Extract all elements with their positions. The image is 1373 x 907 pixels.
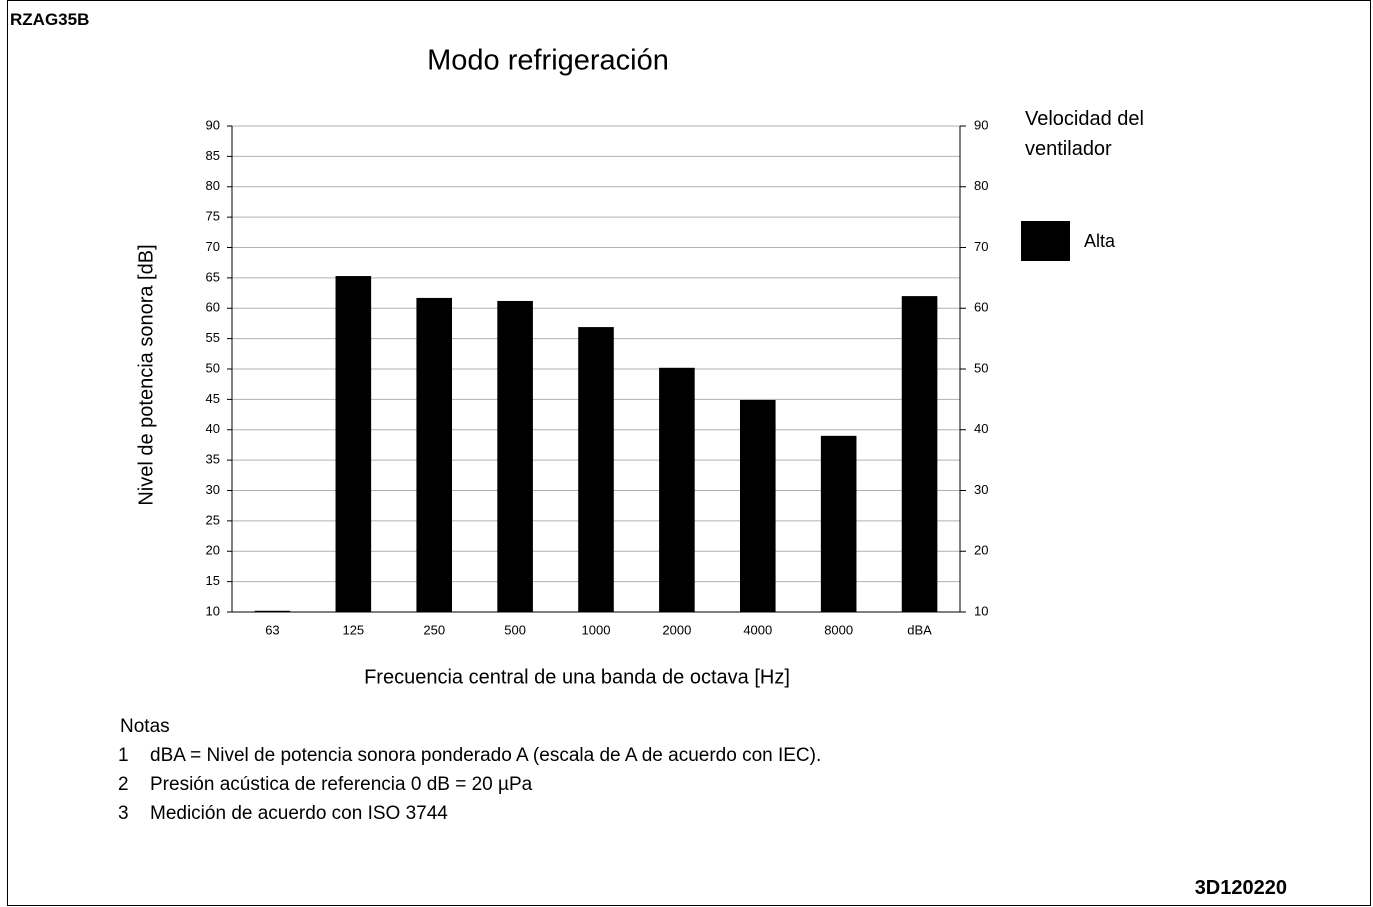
y-tick-label: 20 bbox=[206, 543, 220, 558]
y-tick-label: 65 bbox=[206, 269, 220, 284]
note-number: 1 bbox=[118, 745, 129, 766]
bar bbox=[335, 276, 372, 612]
bar bbox=[901, 296, 938, 612]
x-tick-label: 4000 bbox=[743, 622, 772, 637]
y-tick-label: 45 bbox=[206, 391, 220, 406]
note: 3 Medición de acuerdo con ISO 3744 bbox=[118, 799, 821, 828]
note-text: Medición de acuerdo con ISO 3744 bbox=[150, 803, 448, 824]
y-tick-label: 35 bbox=[206, 452, 220, 467]
y2-tick-label: 40 bbox=[974, 421, 988, 436]
document-code: 3D120220 bbox=[1194, 877, 1287, 899]
y-tick-label: 50 bbox=[206, 360, 220, 375]
y2-tick-label: 30 bbox=[974, 482, 988, 497]
y-tick-label: 80 bbox=[206, 178, 220, 193]
x-axis-title: Frecuencia central de una banda de octav… bbox=[364, 666, 790, 688]
y2-tick-label: 60 bbox=[974, 300, 988, 315]
bar bbox=[578, 327, 614, 612]
bar bbox=[739, 399, 776, 612]
x-tick-label: 8000 bbox=[824, 622, 853, 637]
x-tick-label: 250 bbox=[423, 622, 445, 637]
model-code: RZAG35B bbox=[10, 10, 90, 29]
note-text: Presión acústica de referencia 0 dB = 20… bbox=[150, 774, 533, 795]
y2-tick-label: 10 bbox=[974, 603, 988, 618]
notes: Notas 1 dBA = Nivel de potencia sonora po… bbox=[118, 712, 822, 828]
y2-tick-label: 70 bbox=[974, 239, 988, 254]
legend-label: Alta bbox=[1084, 231, 1116, 251]
y-tick-label: 15 bbox=[206, 573, 220, 588]
y-axis-title: Nivel de potencia sonora [dB] bbox=[135, 244, 157, 505]
note-text: dBA = Nivel de potencia sonora ponderado… bbox=[150, 745, 822, 766]
y-tick-label: 55 bbox=[206, 330, 220, 345]
chart-title: Modo refrigeración bbox=[427, 45, 669, 77]
y2-tick-label: 50 bbox=[974, 360, 988, 375]
y-tick-label: 75 bbox=[206, 209, 220, 224]
y-tick-label: 85 bbox=[206, 148, 220, 163]
y-tick-label: 70 bbox=[206, 239, 220, 254]
x-tick-label: 63 bbox=[265, 622, 279, 637]
bar bbox=[497, 300, 533, 612]
notes-title: Notas bbox=[120, 716, 170, 737]
note: 1 dBA = Nivel de potencia sonora ponderad… bbox=[118, 741, 822, 770]
y-tick-label: 60 bbox=[206, 300, 220, 315]
y-tick-label: 30 bbox=[206, 482, 220, 497]
bar bbox=[254, 610, 291, 612]
frame bbox=[7, 0, 1371, 906]
bar bbox=[820, 435, 857, 612]
y2-tick-label: 80 bbox=[974, 178, 988, 193]
legend-swatch bbox=[1021, 221, 1070, 261]
x-tick-label: dBA bbox=[907, 622, 932, 637]
note: 2 Presión acústica de referencia 0 dB = 2… bbox=[118, 770, 821, 799]
note-number: 3 bbox=[118, 803, 129, 824]
bar bbox=[416, 297, 453, 612]
x-tick-label: 2000 bbox=[662, 622, 691, 637]
y-tick-label: 10 bbox=[206, 603, 220, 618]
legend-title: Velocidad del ventilador bbox=[1025, 108, 1144, 160]
x-tick-label: 1000 bbox=[582, 622, 611, 637]
y2-tick-label: 90 bbox=[974, 117, 988, 132]
y-tick-label: 40 bbox=[206, 421, 220, 436]
note-number: 2 bbox=[118, 774, 129, 795]
y2-tick-label: 20 bbox=[974, 543, 988, 558]
x-tick-label: 500 bbox=[504, 622, 526, 637]
y-tick-label: 90 bbox=[206, 117, 220, 132]
x-tick-label: 125 bbox=[342, 622, 364, 637]
bar bbox=[659, 367, 695, 612]
y-tick-label: 25 bbox=[206, 512, 220, 527]
